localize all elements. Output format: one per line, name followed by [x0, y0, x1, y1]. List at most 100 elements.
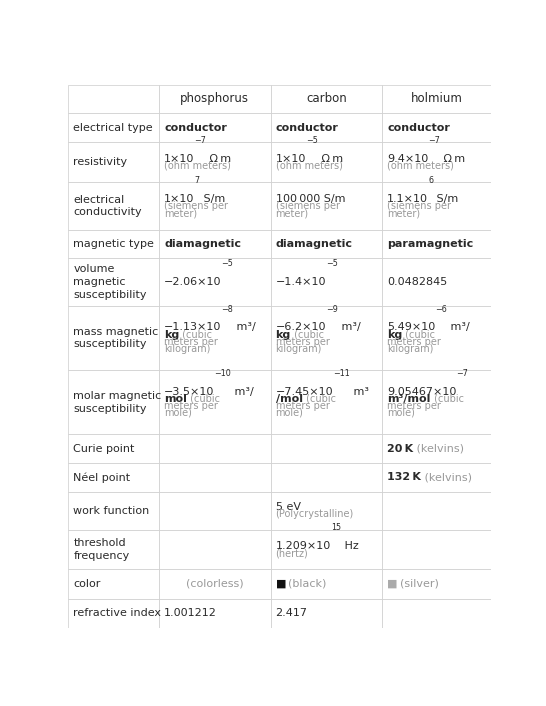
Text: m³/mol: m³/mol	[387, 394, 431, 404]
Bar	[382, 530, 491, 569]
Bar	[159, 230, 270, 258]
Text: −9: −9	[326, 305, 338, 313]
Text: Curie point: Curie point	[73, 443, 135, 454]
Bar	[382, 491, 491, 530]
Bar	[159, 491, 270, 530]
Text: S/m: S/m	[433, 194, 459, 204]
Bar	[159, 370, 270, 434]
Bar	[270, 182, 382, 230]
Text: magnetic type: magnetic type	[73, 239, 154, 249]
Bar	[68, 182, 159, 230]
Text: meters per: meters per	[387, 337, 441, 347]
Text: (silver): (silver)	[400, 579, 438, 589]
Bar	[270, 230, 382, 258]
Text: (kelvins): (kelvins)	[413, 443, 464, 454]
Bar	[68, 258, 159, 306]
Text: −6.2×10: −6.2×10	[276, 323, 326, 333]
Bar	[159, 113, 270, 142]
Text: (cubic: (cubic	[187, 394, 220, 404]
Text: −11: −11	[333, 369, 350, 378]
Text: m³/: m³/	[231, 387, 254, 397]
Text: −6: −6	[435, 305, 447, 313]
Text: −7: −7	[194, 136, 206, 145]
Text: phosphorus: phosphorus	[180, 92, 249, 105]
Bar	[270, 569, 382, 599]
Bar	[270, 530, 382, 569]
Text: ■: ■	[276, 579, 286, 589]
Text: /mol: /mol	[276, 394, 302, 404]
Text: threshold
frequency: threshold frequency	[73, 538, 129, 561]
Bar	[270, 463, 382, 491]
Text: 15: 15	[331, 523, 341, 532]
Text: meters per: meters per	[276, 337, 329, 347]
Text: m³/: m³/	[338, 323, 361, 333]
Text: 1×10: 1×10	[164, 194, 194, 204]
Text: holmium: holmium	[411, 92, 462, 105]
Text: mole): mole)	[164, 408, 192, 418]
Text: m³/: m³/	[447, 323, 470, 333]
Text: mol: mol	[164, 394, 187, 404]
Text: m³/: m³/	[233, 323, 256, 333]
Text: 1×10: 1×10	[276, 153, 306, 164]
Text: m³: m³	[350, 387, 369, 397]
Text: −10: −10	[215, 369, 231, 378]
Text: meters per: meters per	[164, 401, 218, 411]
Text: ■: ■	[387, 579, 397, 589]
Text: mole): mole)	[387, 408, 415, 418]
Text: 100 000 S/m: 100 000 S/m	[276, 194, 345, 204]
Text: 9.05467×10: 9.05467×10	[387, 387, 456, 397]
Text: −7.45×10: −7.45×10	[276, 387, 333, 397]
Text: (kelvins): (kelvins)	[421, 472, 472, 482]
Text: (black): (black)	[288, 579, 327, 589]
Text: kilogram): kilogram)	[276, 344, 322, 354]
Bar	[159, 306, 270, 370]
Text: −3.5×10: −3.5×10	[164, 387, 215, 397]
Bar	[159, 85, 270, 113]
Text: meters per: meters per	[387, 401, 441, 411]
Text: meters per: meters per	[164, 337, 218, 347]
Text: 9.4×10: 9.4×10	[387, 153, 429, 164]
Text: 1×10: 1×10	[164, 153, 194, 164]
Bar	[270, 258, 382, 306]
Text: Hz: Hz	[341, 541, 359, 551]
Text: (cubic: (cubic	[291, 330, 324, 340]
Bar	[159, 599, 270, 628]
Text: −8: −8	[221, 305, 233, 313]
Text: refractive index: refractive index	[73, 609, 161, 618]
Text: (siemens per: (siemens per	[387, 201, 451, 211]
Bar	[382, 370, 491, 434]
Text: diamagnetic: diamagnetic	[276, 239, 353, 249]
Text: −7: −7	[429, 136, 440, 145]
Text: (siemens per: (siemens per	[276, 201, 340, 211]
Bar	[68, 569, 159, 599]
Text: diamagnetic: diamagnetic	[164, 239, 241, 249]
Bar	[159, 142, 270, 182]
Text: 1.1×10: 1.1×10	[387, 194, 428, 204]
Text: 0.0482845: 0.0482845	[387, 277, 447, 287]
Text: (ohm meters): (ohm meters)	[164, 160, 231, 171]
Bar	[382, 434, 491, 463]
Text: 2.417: 2.417	[276, 609, 307, 618]
Bar	[382, 463, 491, 491]
Bar	[68, 85, 159, 113]
Bar	[159, 258, 270, 306]
Text: (hertz): (hertz)	[276, 548, 308, 558]
Bar	[382, 85, 491, 113]
Bar	[382, 182, 491, 230]
Text: mole): mole)	[276, 408, 304, 418]
Bar	[270, 85, 382, 113]
Bar	[270, 599, 382, 628]
Text: kilogram): kilogram)	[164, 344, 210, 354]
Text: color: color	[73, 579, 100, 589]
Text: (cubic: (cubic	[302, 394, 336, 404]
Text: electrical
conductivity: electrical conductivity	[73, 195, 142, 217]
Text: work function: work function	[73, 506, 150, 516]
Text: (Polycrystalline): (Polycrystalline)	[276, 510, 354, 520]
Text: resistivity: resistivity	[73, 157, 127, 167]
Text: 20 K: 20 K	[387, 443, 413, 454]
Text: −1.13×10: −1.13×10	[164, 323, 221, 333]
Bar	[159, 434, 270, 463]
Bar	[68, 491, 159, 530]
Bar	[68, 463, 159, 491]
Bar	[382, 599, 491, 628]
